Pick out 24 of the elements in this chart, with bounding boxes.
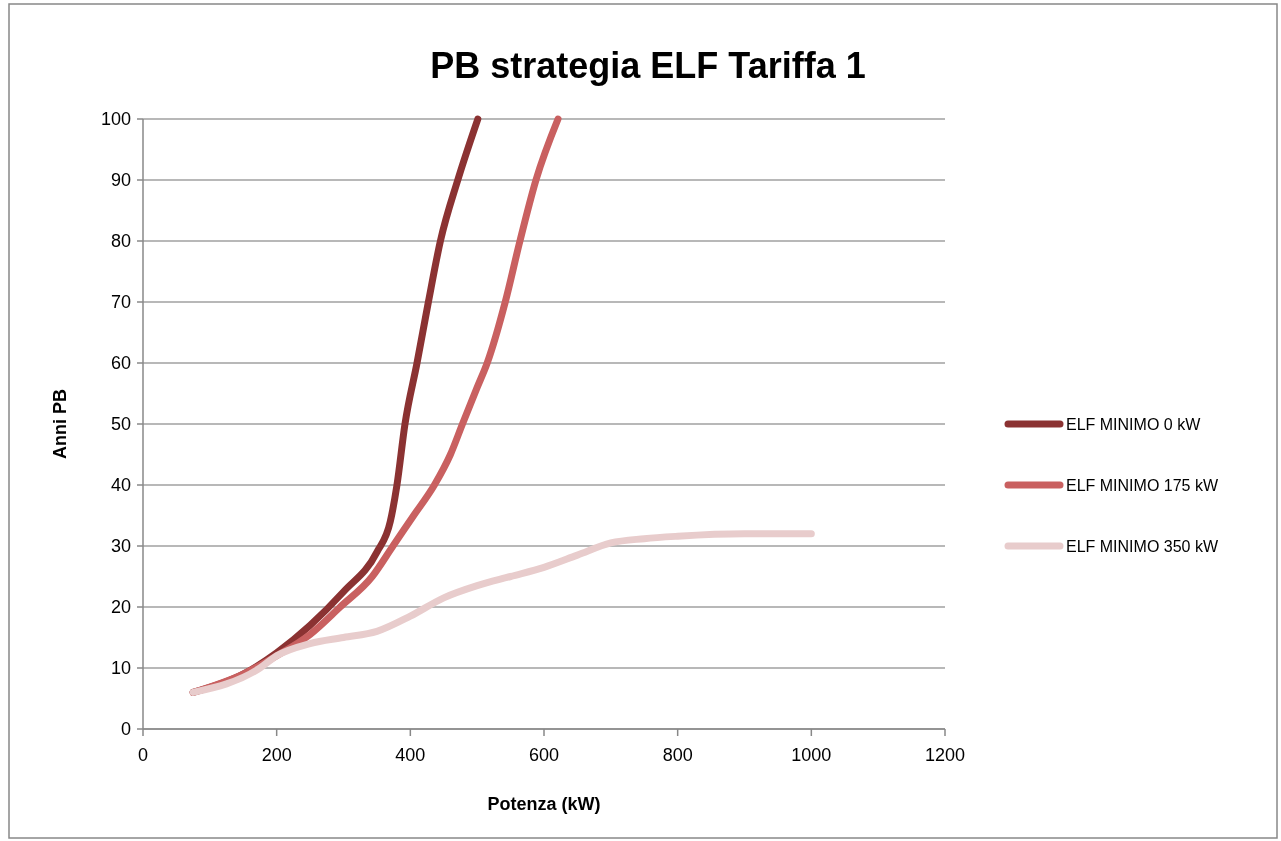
y-axis-title: Anni PB xyxy=(50,389,70,459)
x-axis-title: Potenza (kW) xyxy=(487,794,601,814)
y-tick-label: 100 xyxy=(100,109,131,130)
y-tick-label: 30 xyxy=(110,536,131,557)
legend-label: ELF MINIMO 175 kW xyxy=(1066,476,1219,494)
x-tick-label: 800 xyxy=(662,745,693,765)
legend-label: ELF MINIMO 350 kW xyxy=(1066,537,1219,555)
y-tick-label: 20 xyxy=(110,597,131,618)
legend-label: ELF MINIMO 0 kW xyxy=(1066,415,1202,433)
y-tick-label: 50 xyxy=(110,414,131,435)
x-tick-label: 1000 xyxy=(791,745,832,765)
y-tick-label: 0 xyxy=(120,719,131,740)
y-tick-label: 60 xyxy=(110,353,131,374)
x-tick-label: 0 xyxy=(137,745,149,765)
chart-title: PB strategia ELF Tariffa 1 xyxy=(430,45,866,86)
x-tick-label: 1200 xyxy=(924,745,966,765)
x-tick-label: 400 xyxy=(395,745,426,765)
y-tick-label: 70 xyxy=(110,292,131,313)
x-tick-label: 600 xyxy=(528,745,560,765)
y-tick-label: 80 xyxy=(110,231,131,252)
x-tick-label: 200 xyxy=(261,745,292,765)
y-tick-label: 40 xyxy=(110,475,131,496)
y-tick-label: 90 xyxy=(110,170,131,191)
y-tick-label: 10 xyxy=(110,658,131,679)
